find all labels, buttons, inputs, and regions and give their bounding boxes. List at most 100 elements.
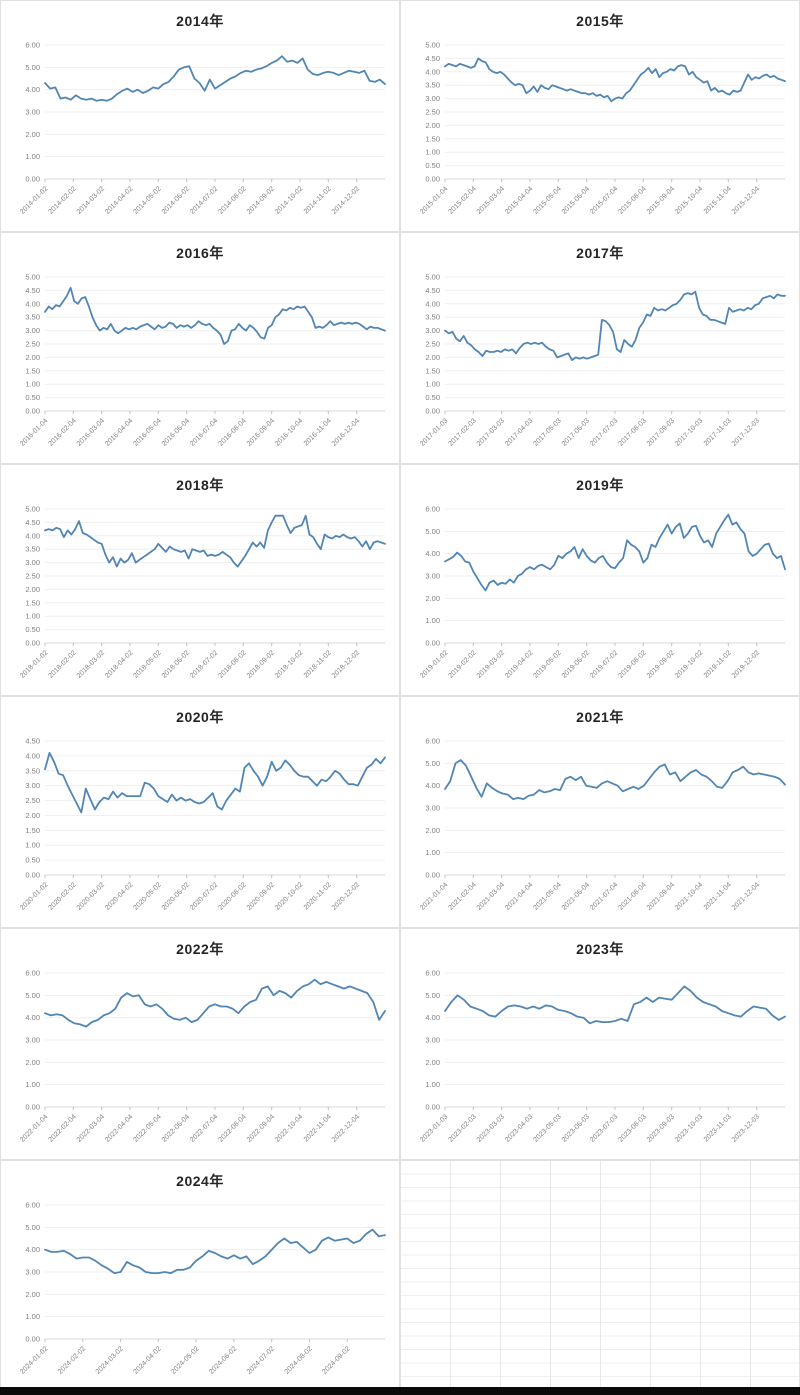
x-tick-label: 2016-12-04 (331, 417, 361, 447)
x-tick-label: 2023-03-03 (476, 1113, 506, 1143)
data-series-line (44, 55, 386, 102)
y-tick-label: 2.00 (25, 353, 40, 362)
y-tick-label: 2.00 (425, 594, 440, 603)
y-tick-label: 4.00 (25, 531, 40, 540)
chart-plot-2023: 6.005.004.003.002.001.000.002023-01-0320… (419, 969, 786, 1144)
x-tick-label: 2019-09-02 (646, 649, 676, 679)
y-tick-label: 2.50 (25, 796, 40, 805)
data-series-line (444, 985, 786, 1025)
x-tick-label: 2017-09-03 (646, 417, 676, 447)
x-tick-label: 2018-04-02 (104, 649, 134, 679)
x-tick-label: 2023-02-03 (447, 1113, 477, 1143)
x-tick-label: 2020-08-02 (217, 881, 247, 911)
y-tick-label: 4.50 (425, 286, 440, 295)
chart-panel-2018: 2018年 5.00 4.50 4.00 3.50 3.00 2.50 2.00 1.50 1.0… (0, 464, 400, 696)
y-tick-label: 1.50 (425, 366, 440, 375)
x-tick-label: 2015-12-04 (731, 185, 761, 215)
x-tick-label: 2024-05-02 (170, 1345, 200, 1375)
chart-title-2020: 2020年 (176, 709, 224, 725)
x-tick-label: 2019-01-02 (419, 649, 449, 679)
x-tick-label: 2020-04-02 (104, 881, 134, 911)
x-tick-label: 2023-04-03 (504, 1113, 534, 1143)
y-tick-label: 0.00 (25, 175, 40, 184)
y-tick-label: 1.00 (425, 1080, 440, 1089)
y-tick-label: 3.50 (25, 545, 40, 554)
chart-plot-2016: 5.00 4.50 4.00 3.50 3.00 2.50 2.00 1.50 1.00 0.50… (19, 273, 386, 448)
chart-title-2018: 2018年 (176, 477, 224, 493)
x-tick-label: 2019-11-02 (703, 649, 733, 679)
y-tick-label: 4.00 (25, 1013, 40, 1022)
x-tick-label: 2014-01-02 (19, 185, 49, 215)
chart-plot-2017: 5.00 4.50 4.00 3.50 3.00 2.50 2.00 1.50 1.00 0.50… (419, 273, 786, 448)
x-tick-label: 2022-10-04 (274, 1113, 304, 1143)
y-tick-label: 3.50 (425, 313, 440, 322)
data-series-line (444, 513, 786, 592)
chart-panel-2020: 2020年 4.50 4.00 3.50 3.00 2.50 2.00 1.50 1.00 0.5… (0, 696, 400, 928)
chart-panel-2015: 2015年 5.00 4.50 4.00 3.50 3.00 2.50 2.00 1.50 1.0… (400, 0, 800, 232)
chart-plot-2015: 5.00 4.50 4.00 3.50 3.00 2.50 2.00 1.50 1.00 0.50… (419, 41, 786, 216)
x-tick-label: 2017-03-03 (476, 417, 506, 447)
x-tick-label: 2023-09-03 (646, 1113, 676, 1143)
y-tick-label: 3.00 (25, 108, 40, 117)
x-tick-label: 2014-02-02 (47, 185, 77, 215)
x-tick-label: 2020-05-02 (132, 881, 162, 911)
x-tick-label: 2015-05-04 (532, 185, 562, 215)
x-tick-label: 2024-03-02 (95, 1345, 125, 1375)
y-tick-label: 0.00 (25, 871, 40, 880)
x-tick-label: 2020-06-02 (161, 881, 191, 911)
x-tick-label: 2021-04-04 (504, 881, 534, 911)
x-tick-label: 2014-11-02 (303, 185, 333, 215)
x-tick-label: 2022-06-04 (161, 1113, 191, 1143)
y-tick-label: 6.00 (25, 41, 40, 50)
data-series-line (444, 759, 786, 800)
x-tick-label: 2018-10-02 (274, 649, 304, 679)
x-tick-label: 2021-08-04 (617, 881, 647, 911)
y-tick-label: 0.00 (25, 1335, 40, 1344)
x-tick-label: 2024-01-02 (19, 1345, 49, 1375)
y-tick-label: 5.00 (425, 527, 440, 536)
x-tick-label: 2020-10-02 (274, 881, 304, 911)
x-tick-label: 2021-11-04 (703, 881, 733, 911)
chart-plot-2018: 5.00 4.50 4.00 3.50 3.00 2.50 2.00 1.50 1.00 0.50… (19, 505, 386, 680)
x-tick-label: 2022-12-04 (331, 1113, 361, 1143)
x-tick-label: 2020-09-02 (246, 881, 276, 911)
chart-panel-2019: 2019年 6.00 5.00 4.00 3.00 2.00 1.00 0.00 2019-01… (400, 464, 800, 696)
x-tick-label: 2019-10-02 (674, 649, 704, 679)
y-tick-label: 3.00 (25, 558, 40, 567)
x-tick-label: 2019-06-02 (561, 649, 591, 679)
x-tick-label: 2021-03-04 (476, 881, 506, 911)
data-series-line (44, 514, 386, 568)
y-tick-label: 1.00 (25, 612, 40, 621)
y-tick-label: 6.00 (25, 1201, 40, 1210)
y-tick-label: 1.00 (25, 1080, 40, 1089)
x-tick-label: 2020-03-02 (76, 881, 106, 911)
y-tick-label: 4.50 (25, 737, 40, 746)
y-tick-label: 0.00 (25, 1103, 40, 1112)
x-tick-label: 2021-12-04 (731, 881, 761, 911)
x-tick-label: 2017-04-03 (504, 417, 534, 447)
y-tick-label: 0.00 (25, 639, 40, 648)
y-tick-label: 1.00 (425, 616, 440, 625)
x-tick-label: 2017-10-03 (674, 417, 704, 447)
x-tick-label: 2023-11-03 (703, 1113, 733, 1143)
y-tick-label: 2.00 (425, 353, 440, 362)
x-tick-label: 2017-08-03 (617, 417, 647, 447)
x-tick-label: 2018-06-02 (161, 649, 191, 679)
x-tick-label: 2017-01-03 (419, 417, 449, 447)
x-tick-label: 2017-05-03 (532, 417, 562, 447)
data-series-line (44, 1228, 386, 1274)
x-tick-label: 2021-10-04 (674, 881, 704, 911)
y-tick-label: 2.50 (25, 340, 40, 349)
x-tick-label: 2019-02-02 (447, 649, 477, 679)
chart-plot-2020: 4.50 4.00 3.50 3.00 2.50 2.00 1.50 1.00 0.50 0.00… (19, 737, 386, 912)
y-tick-label: 6.00 (425, 737, 440, 746)
x-tick-label: 2023-01-03 (419, 1113, 449, 1143)
x-tick-label: 2016-10-04 (274, 417, 304, 447)
chart-panel-2022: 2022年 6.00 5.00 4.00 3.00 2.00 1.00 0.00 2022-01… (0, 928, 400, 1160)
x-tick-label: 2020-07-02 (189, 881, 219, 911)
y-tick-label: 1.50 (425, 134, 440, 143)
y-tick-label: 6.00 (25, 969, 40, 978)
y-tick-label: 4.00 (25, 751, 40, 760)
